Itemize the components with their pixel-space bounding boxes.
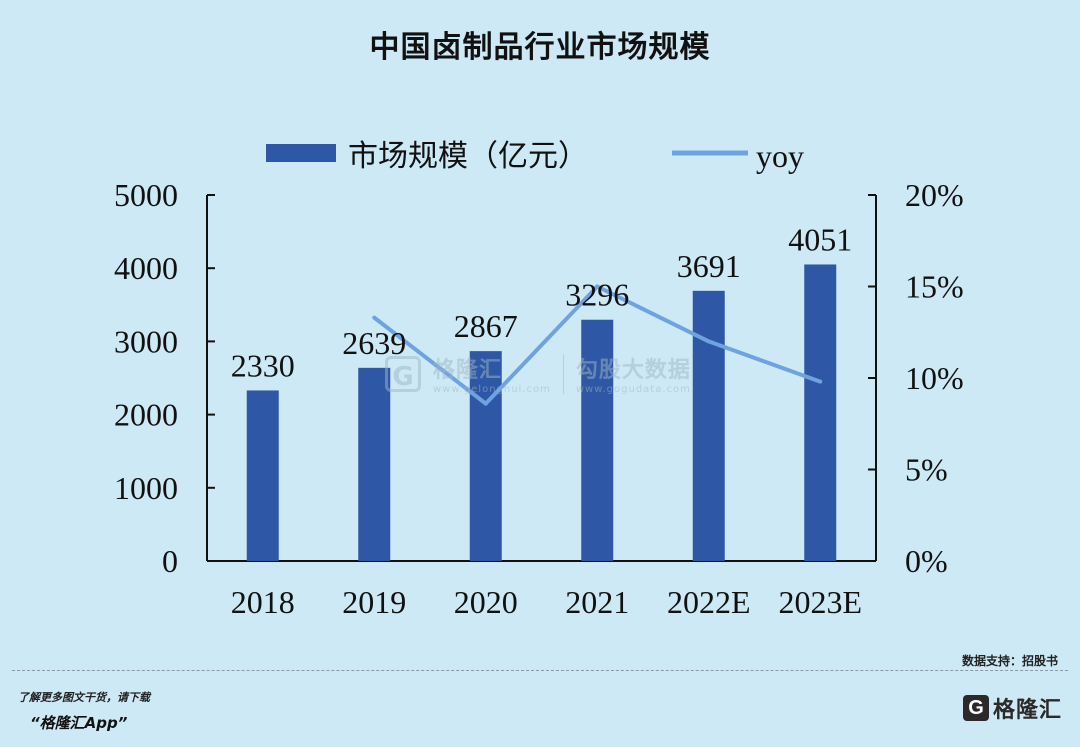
bar-2019 bbox=[358, 367, 391, 561]
brand-name: 格隆汇 bbox=[992, 698, 1062, 723]
watermark-left-text: 格隆汇 bbox=[433, 358, 503, 383]
yoy-point bbox=[595, 284, 600, 289]
watermark: G 格隆汇 www.gelonghui.com 勾股大数据 www.goguda… bbox=[385, 352, 691, 395]
yoy-point bbox=[483, 401, 488, 406]
right-tick-label: 0% bbox=[905, 543, 948, 579]
watermark-logo-icon: G bbox=[385, 355, 421, 392]
data-label-2018: 2330 bbox=[231, 347, 295, 383]
data-label-2019: 2639 bbox=[342, 325, 406, 361]
legend-bar-label: 市场规模（亿元） bbox=[348, 139, 588, 174]
watermark-right-url: www.gogudata.com bbox=[575, 384, 691, 395]
bar-2022E bbox=[692, 290, 725, 561]
data-label-2023E: 4051 bbox=[788, 221, 852, 257]
data-label-2020: 2867 bbox=[454, 308, 518, 344]
bar-2020 bbox=[469, 351, 502, 561]
right-tick-label: 15% bbox=[905, 269, 964, 305]
yoy-point bbox=[706, 339, 711, 344]
data-label-2021: 3296 bbox=[565, 277, 629, 313]
data-label-2022E: 3691 bbox=[677, 248, 741, 284]
source-note: 数据支持：招股书 bbox=[961, 654, 1058, 668]
brand-logo-icon: G bbox=[962, 695, 989, 721]
watermark-right-text: 勾股大数据 bbox=[575, 358, 691, 383]
promo-app-name: “格隆汇App” bbox=[30, 714, 128, 732]
x-tick-label: 2023E bbox=[778, 584, 862, 620]
brand: G 格隆汇 bbox=[962, 692, 1062, 724]
promo-line: 了解更多图文干货，请下载 bbox=[18, 691, 150, 704]
bar-2021 bbox=[581, 319, 614, 561]
watermark-left-url: www.gelonghui.com bbox=[433, 384, 551, 395]
legend-line-label: yoy bbox=[756, 138, 804, 174]
footer-divider bbox=[12, 670, 1068, 671]
left-tick-label: 0 bbox=[162, 543, 178, 579]
x-tick-label: 2020 bbox=[454, 584, 518, 620]
chart-canvas: 0 1000 2000 3000 4000 5000 0% 5% 10% 15% 20% 2330 26… bbox=[114, 138, 964, 620]
watermark-right: 勾股大数据 www.gogudata.com bbox=[576, 352, 691, 395]
left-tick-label: 5000 bbox=[114, 177, 178, 213]
right-tick-label: 10% bbox=[905, 360, 964, 396]
legend-bar-swatch bbox=[266, 144, 336, 162]
x-tick-label: 2018 bbox=[231, 584, 295, 620]
watermark-left: 格隆汇 www.gelonghui.com bbox=[433, 352, 551, 395]
watermark-separator bbox=[562, 353, 564, 394]
x-tick-label: 2019 bbox=[342, 584, 406, 620]
left-tick-label: 2000 bbox=[114, 397, 178, 433]
left-tick-label: 3000 bbox=[114, 323, 178, 359]
left-tick-label: 4000 bbox=[114, 250, 178, 286]
right-tick-label: 5% bbox=[905, 452, 948, 488]
chart-title: 中国卤制品行业市场规模 bbox=[369, 30, 711, 65]
x-tick-label: 2021 bbox=[565, 584, 629, 620]
left-tick-label: 1000 bbox=[114, 470, 178, 506]
bar-2023E bbox=[804, 264, 837, 561]
bar-2018 bbox=[246, 390, 279, 561]
right-tick-label: 20% bbox=[905, 177, 964, 213]
yoy-point bbox=[818, 379, 823, 384]
x-tick-label: 2022E bbox=[667, 584, 751, 620]
yoy-point bbox=[372, 315, 377, 320]
